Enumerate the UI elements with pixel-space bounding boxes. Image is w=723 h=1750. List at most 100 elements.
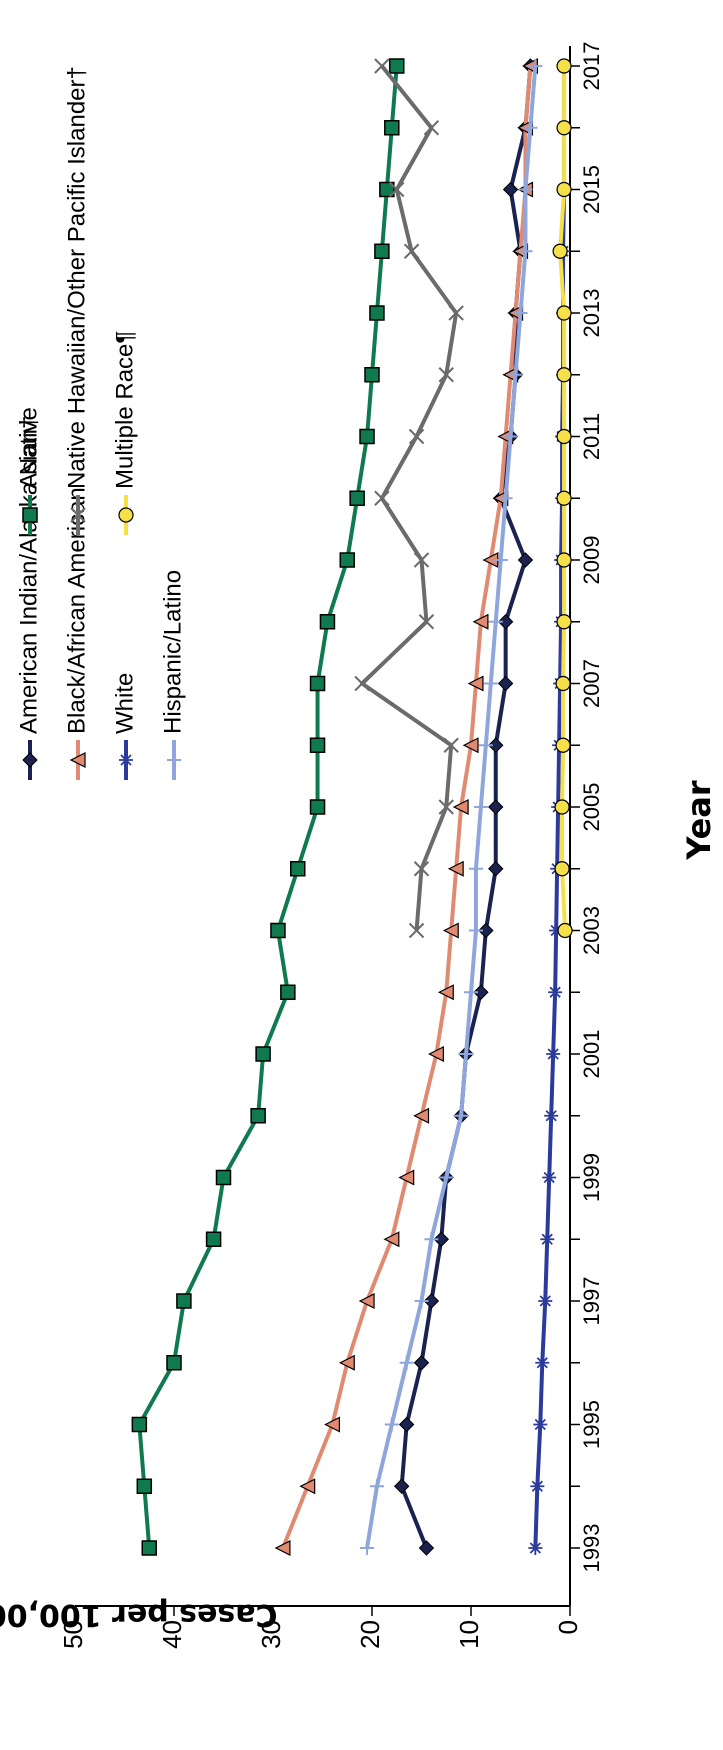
data-point: [554, 799, 570, 815]
x-tick-label: 2007: [579, 659, 604, 708]
data-point: [349, 490, 365, 506]
data-point: [255, 1046, 271, 1062]
data-point: [518, 182, 533, 197]
data-point: [274, 1540, 291, 1556]
x-tick-label: 2001: [579, 1030, 604, 1079]
legend: American Indian/Alaska Native Black/Afric…: [15, 66, 186, 780]
legend-item: American Indian/Alaska Native: [15, 407, 42, 780]
x-tick-label: 2015: [579, 165, 604, 214]
data-point: [555, 737, 571, 753]
data-point: [413, 1107, 430, 1124]
data-point: [299, 1478, 316, 1495]
series-4: [131, 58, 405, 1556]
data-point: [517, 552, 534, 568]
data-point: [413, 1355, 430, 1371]
legend-swatch-marker: [119, 753, 133, 767]
legend-label: White: [111, 673, 138, 734]
data-point: [472, 613, 489, 630]
data-point: [556, 614, 572, 630]
data-point: [309, 675, 326, 692]
y-tick-label: 20: [355, 1620, 385, 1649]
data-point: [533, 1417, 548, 1432]
data-point: [556, 428, 572, 445]
legend-label: American Indian/Alaska Native: [15, 407, 42, 734]
data-point: [498, 491, 513, 506]
data-point: [467, 675, 484, 692]
legend-swatch-marker: [22, 507, 38, 523]
data-point: [359, 428, 375, 445]
legend-label: Hispanic/Latino: [159, 570, 186, 734]
data-point: [136, 1478, 153, 1494]
data-point: [280, 984, 296, 1000]
data-point: [403, 243, 420, 259]
data-point: [473, 800, 488, 814]
data-point: [462, 737, 479, 754]
data-point: [556, 367, 572, 383]
series-3: [360, 59, 543, 1555]
y-tick-label: 50: [58, 1620, 88, 1649]
data-point: [338, 1354, 355, 1371]
legend-swatch-marker: [69, 752, 86, 768]
data-point: [374, 58, 390, 74]
y-tick-label: 40: [157, 1620, 187, 1649]
legend-label: Asian†: [15, 416, 42, 489]
data-point: [443, 737, 459, 753]
x-tick-label: 2013: [579, 289, 604, 338]
data-point: [544, 1108, 559, 1123]
data-point: [354, 675, 370, 692]
data-point: [270, 922, 286, 939]
data-point: [369, 305, 385, 321]
data-point: [556, 552, 572, 568]
y-ticks: 0 10 20 30 40 50: [58, 1606, 583, 1649]
data-point: [398, 1169, 415, 1186]
data-point: [497, 675, 514, 692]
data-point: [538, 1294, 553, 1308]
data-point: [423, 120, 440, 136]
data-point: [488, 861, 504, 877]
data-point: [556, 58, 572, 74]
data-point: [290, 861, 306, 877]
data-point: [459, 1047, 474, 1061]
data-point: [556, 120, 572, 136]
data-point: [408, 922, 425, 939]
data-point: [468, 861, 483, 876]
data-point: [557, 922, 573, 939]
data-point: [423, 1293, 440, 1309]
data-point: [488, 737, 504, 753]
data-point: [447, 860, 464, 877]
data-point: [554, 861, 570, 877]
data-point: [454, 1108, 469, 1123]
data-point: [398, 1416, 415, 1433]
data-point: [442, 922, 459, 939]
data-point: [478, 922, 494, 939]
x-tick-label: 2017: [579, 42, 604, 91]
data-point: [414, 1294, 429, 1308]
data-point: [166, 1355, 182, 1371]
x-tick-label: 1999: [579, 1153, 604, 1202]
data-point: [369, 1479, 384, 1494]
data-point: [556, 181, 572, 198]
data-point: [408, 428, 425, 445]
data-point: [176, 1293, 192, 1309]
data-point: [358, 1293, 375, 1309]
data-point: [389, 58, 405, 74]
data-point: [493, 553, 508, 567]
data-point: [552, 243, 568, 259]
data-point: [324, 1416, 340, 1433]
data-point: [555, 675, 571, 692]
data-point: [488, 614, 503, 629]
data-point: [389, 181, 405, 198]
data-point: [250, 1108, 266, 1124]
data-point: [518, 244, 533, 259]
data-point: [503, 429, 518, 444]
data-point: [468, 923, 483, 938]
legend-label: Native Hawaiian/Other Pacific Islander†: [63, 66, 90, 489]
legend-swatch-marker: [167, 753, 181, 767]
legend-item: White: [111, 673, 138, 780]
data-point: [418, 1540, 435, 1556]
series-line: [365, 65, 538, 1549]
data-point: [530, 1479, 545, 1494]
data-point: [424, 1232, 439, 1247]
data-point: [549, 923, 564, 938]
data-point: [418, 614, 435, 630]
